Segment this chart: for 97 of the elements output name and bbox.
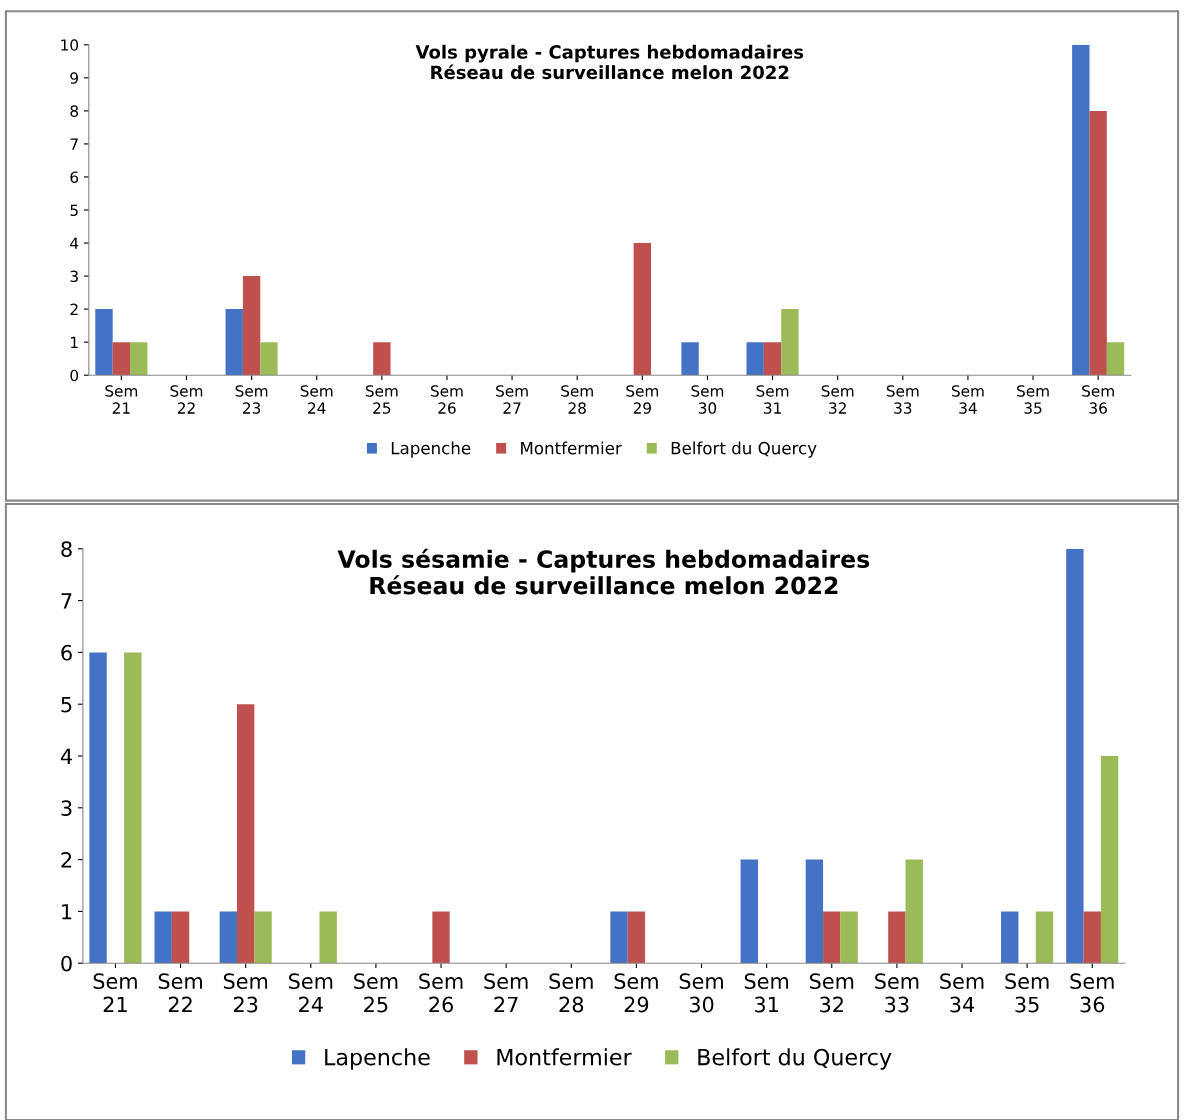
bar [1001, 911, 1019, 964]
y-tick-label: 4 [70, 237, 79, 249]
x-tick-label: Sem 34 [940, 973, 984, 1013]
bar [373, 342, 391, 376]
x-tick-label: Sem 27 [484, 973, 528, 1013]
y-tick-label: 0 [70, 369, 79, 382]
y-tick-label: 5 [70, 204, 78, 217]
bar [1083, 911, 1101, 964]
y-tick-label: 3 [70, 270, 78, 283]
bar [610, 911, 628, 964]
legend-label: Lapenche [325, 1048, 430, 1070]
bar [260, 342, 278, 376]
x-tick-label: Sem 32 [809, 973, 854, 1013]
chart-title: Vols pyrale - Captures hebdomadaires Réseau de surveillance melon 2022 [415, 44, 804, 80]
x-tick-label: Sem 33 [875, 973, 919, 1013]
x-tick-label: Sem 24 [289, 973, 333, 1013]
bar [432, 911, 450, 964]
legend-label: Montfermier [497, 1048, 632, 1066]
x-tick-label: Sem 36 [1082, 385, 1114, 414]
y-tick-label: 1 [71, 336, 78, 348]
y-tick-label: 2 [61, 852, 72, 868]
x-tick-label: Sem 36 [1070, 973, 1114, 1013]
bar [112, 342, 131, 376]
bar [225, 309, 243, 376]
x-tick-label: Sem 22 [158, 973, 202, 1013]
y-tick-label: 2 [70, 303, 78, 315]
bar [781, 309, 799, 376]
bar [319, 911, 337, 964]
x-tick-label: Sem 31 [744, 973, 789, 1013]
bar [1106, 342, 1125, 376]
bar [627, 911, 646, 964]
bar [840, 911, 858, 964]
x-tick-label: Sem 26 [430, 385, 463, 414]
x-tick-label: Sem 29 [614, 973, 658, 1013]
x-tick-label: Sem 34 [951, 385, 984, 414]
bar [219, 911, 237, 964]
legend-label: Belfort du Quercy [671, 441, 817, 458]
x-tick-label: Sem 23 [223, 973, 268, 1013]
x-tick-label: Sem 30 [679, 973, 723, 1013]
y-tick-label: 1 [62, 904, 72, 920]
x-tick-label: Sem 32 [821, 385, 854, 414]
x-tick-label: Sem 28 [549, 973, 593, 1013]
y-tick-label: 7 [61, 593, 72, 609]
x-tick-label: Sem 23 [235, 385, 268, 414]
legend-label: Lapenche [391, 441, 471, 458]
bar [746, 342, 764, 376]
y-tick-label: 9 [70, 72, 78, 84]
y-tick-label: 8 [61, 541, 72, 558]
chart-title: Vols sésamie - Captures hebdomadaires Réseau de surveillance melon 2022 [337, 548, 870, 595]
y-tick-label: 7 [70, 138, 78, 150]
x-tick-label: Sem 26 [419, 973, 463, 1013]
bar [89, 652, 107, 964]
bar [171, 911, 190, 964]
legend-label: Belfort du Quercy [698, 1048, 892, 1070]
bar [888, 911, 906, 964]
bar [237, 704, 255, 964]
x-tick-label: Sem 28 [561, 385, 593, 414]
x-tick-label: Sem 29 [626, 385, 659, 414]
x-tick-label: Sem 31 [756, 385, 789, 414]
bar [154, 911, 172, 964]
x-tick-label: Sem 21 [105, 385, 138, 414]
bar [124, 652, 142, 964]
y-tick-label: 4 [60, 748, 72, 764]
x-tick-label: Sem 24 [300, 385, 333, 414]
bar [763, 342, 782, 376]
bar [805, 859, 824, 964]
x-tick-label: Sem 22 [170, 385, 203, 414]
bar [1072, 44, 1090, 376]
x-tick-label: Sem 33 [886, 385, 919, 414]
y-tick-label: 3 [61, 800, 72, 817]
legend-label: Montfermier [521, 441, 622, 455]
bar [242, 276, 261, 376]
bar [740, 859, 758, 964]
bar [633, 243, 651, 376]
y-tick-label: 8 [70, 105, 79, 117]
x-tick-label: Sem 35 [1017, 385, 1049, 414]
x-tick-label: Sem 35 [1005, 973, 1049, 1013]
bar [1066, 548, 1084, 964]
bar [254, 911, 272, 964]
y-tick-label: 6 [70, 171, 79, 183]
bar [823, 911, 841, 964]
bar [1035, 911, 1054, 964]
bar [905, 859, 923, 964]
bar [681, 342, 699, 376]
bar [1089, 110, 1107, 376]
bar [95, 309, 113, 376]
bar [130, 342, 148, 376]
y-tick-label: 6 [61, 644, 72, 661]
y-tick-label: 5 [61, 696, 72, 713]
x-tick-label: Sem 21 [93, 973, 137, 1013]
y-tick-label: 0 [61, 955, 72, 972]
x-tick-label: Sem 25 [354, 973, 398, 1013]
bar [1100, 756, 1119, 964]
x-tick-label: Sem 30 [691, 385, 724, 414]
x-tick-label: Sem 25 [365, 385, 398, 414]
y-tick-label: 10 [61, 39, 79, 51]
x-tick-label: Sem 27 [496, 385, 528, 414]
